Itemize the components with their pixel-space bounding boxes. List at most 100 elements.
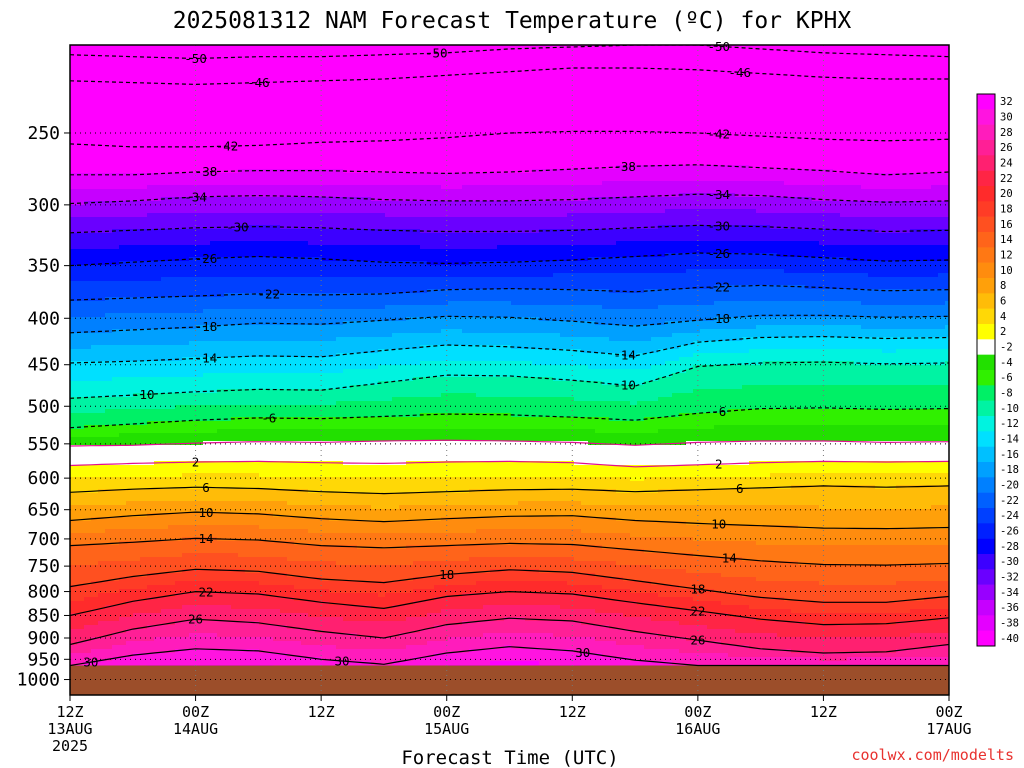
temperature-cell <box>203 509 211 514</box>
temperature-cell <box>126 537 134 542</box>
temperature-cell <box>133 225 141 230</box>
temperature-cell <box>98 517 106 522</box>
temperature-cell <box>273 577 281 582</box>
temperature-cell <box>112 605 120 610</box>
temperature-cell <box>217 473 225 478</box>
temperature-cell <box>238 397 246 402</box>
temperature-cell <box>154 481 162 486</box>
temperature-cell <box>217 137 225 142</box>
temperature-cell <box>231 525 239 530</box>
temperature-cell <box>273 421 281 426</box>
temperature-cell <box>231 453 239 458</box>
temperature-cell <box>91 469 99 474</box>
temperature-cell <box>147 341 155 346</box>
temperature-cell <box>196 649 204 654</box>
temperature-cell <box>147 313 155 318</box>
temperature-cell <box>175 577 183 582</box>
temperature-cell <box>266 385 274 390</box>
temperature-cell <box>175 277 183 282</box>
temperature-cell <box>182 221 190 226</box>
temperature-cell <box>273 53 281 58</box>
temperature-cell <box>126 545 134 550</box>
temperature-cell <box>252 505 260 510</box>
temperature-cell <box>77 141 85 146</box>
temperature-cell <box>252 225 260 230</box>
temperature-cell <box>189 381 197 386</box>
temperature-cell <box>238 121 246 126</box>
temperature-cell <box>126 533 134 538</box>
temperature-cell <box>175 197 183 202</box>
temperature-cell <box>196 473 204 478</box>
temperature-cell <box>203 457 211 462</box>
temperature-cell <box>210 181 218 186</box>
temperature-cell <box>98 405 106 410</box>
temperature-cell <box>175 561 183 566</box>
temperature-cell <box>196 509 204 514</box>
temperature-cell <box>217 341 225 346</box>
temperature-cell <box>77 373 85 378</box>
temperature-cell <box>196 465 204 470</box>
temperature-cell <box>175 385 183 390</box>
temperature-cell <box>70 521 78 526</box>
temperature-cell <box>91 625 99 630</box>
temperature-cell <box>182 641 190 646</box>
temperature-cell <box>266 85 274 90</box>
temperature-cell <box>140 417 148 422</box>
temperature-cell <box>77 453 85 458</box>
temperature-cell <box>252 429 260 434</box>
temperature-cell <box>70 285 78 290</box>
temperature-cell <box>273 89 281 94</box>
temperature-cell <box>259 581 267 586</box>
temperature-cell <box>238 305 246 310</box>
temperature-cell <box>161 593 169 598</box>
temperature-cell <box>238 157 246 162</box>
temperature-cell <box>273 441 281 446</box>
temperature-cell <box>224 297 232 302</box>
temperature-cell <box>91 573 99 578</box>
temperature-cell <box>189 401 197 406</box>
temperature-cell <box>161 633 169 638</box>
temperature-cell <box>84 185 92 190</box>
temperature-cell <box>84 385 92 390</box>
temperature-cell <box>133 357 141 362</box>
temperature-cell <box>126 453 134 458</box>
temperature-cell <box>154 557 162 562</box>
temperature-cell <box>182 177 190 182</box>
temperature-cell <box>231 133 239 138</box>
temperature-cell <box>105 201 113 206</box>
temperature-cell <box>252 69 260 74</box>
temperature-cell <box>231 205 239 210</box>
temperature-cell <box>196 353 204 358</box>
temperature-cell <box>140 177 148 182</box>
temperature-cell <box>154 573 162 578</box>
temperature-cell <box>140 285 148 290</box>
temperature-cell <box>231 209 239 214</box>
temperature-cell <box>252 169 260 174</box>
temperature-cell <box>189 509 197 514</box>
temperature-cell <box>77 69 85 74</box>
temperature-cell <box>77 441 85 446</box>
temperature-cell <box>231 545 239 550</box>
temperature-cell <box>168 553 176 558</box>
temperature-cell <box>245 429 253 434</box>
temperature-cell <box>70 481 78 486</box>
temperature-cell <box>175 461 183 466</box>
temperature-cell <box>70 429 78 434</box>
temperature-cell <box>119 549 127 554</box>
temperature-cell <box>105 309 113 314</box>
temperature-cell <box>182 197 190 202</box>
temperature-cell <box>105 377 113 382</box>
temperature-cell <box>91 353 99 358</box>
temperature-cell <box>119 81 127 86</box>
temperature-cell <box>259 185 267 190</box>
temperature-cell <box>217 73 225 78</box>
temperature-cell <box>168 349 176 354</box>
temperature-cell <box>196 565 204 570</box>
temperature-cell <box>175 305 183 310</box>
temperature-cell <box>245 517 253 522</box>
temperature-cell <box>140 405 148 410</box>
temperature-cell <box>245 273 253 278</box>
temperature-cell <box>252 49 260 54</box>
temperature-cell <box>98 393 106 398</box>
temperature-cell <box>119 465 127 470</box>
